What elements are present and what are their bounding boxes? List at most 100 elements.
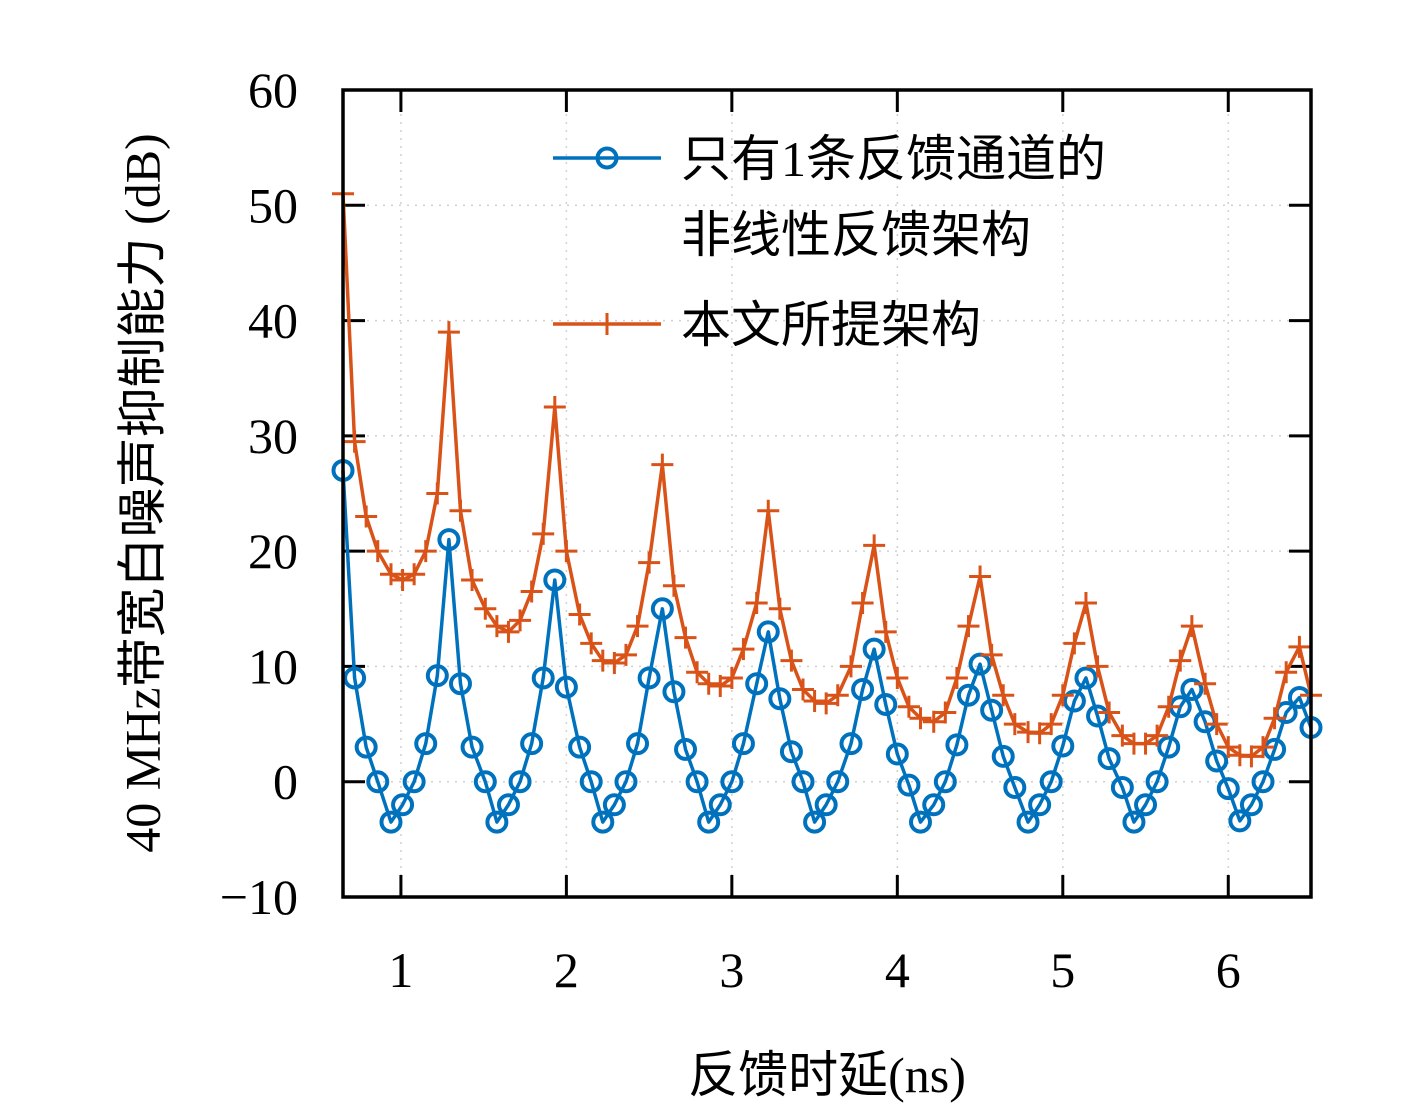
x-axis-label: 反馈时延(ns) bbox=[688, 1047, 966, 1103]
marker bbox=[1240, 745, 1263, 768]
marker bbox=[591, 810, 615, 834]
marker bbox=[614, 770, 638, 794]
legend-marker bbox=[595, 146, 619, 170]
marker bbox=[957, 615, 980, 638]
marker bbox=[579, 770, 603, 794]
marker bbox=[885, 742, 909, 766]
marker bbox=[343, 666, 367, 690]
marker bbox=[1288, 635, 1311, 658]
legend-item: 本文所提架构 bbox=[553, 297, 981, 353]
marker bbox=[968, 652, 992, 676]
marker bbox=[1228, 809, 1252, 833]
marker bbox=[626, 615, 649, 638]
marker bbox=[1287, 686, 1311, 710]
marker bbox=[792, 678, 815, 701]
marker bbox=[980, 643, 1003, 666]
marker bbox=[803, 810, 827, 834]
marker bbox=[839, 732, 863, 756]
marker bbox=[402, 770, 426, 794]
x-tick-label: 1 bbox=[388, 942, 413, 998]
marker bbox=[1003, 713, 1026, 736]
y-tick-label: 50 bbox=[248, 177, 298, 233]
marker bbox=[909, 707, 932, 730]
marker bbox=[934, 701, 957, 724]
x-tick-label: 6 bbox=[1216, 942, 1241, 998]
marker bbox=[969, 565, 992, 588]
marker bbox=[1111, 724, 1134, 747]
marker bbox=[697, 672, 720, 695]
marker bbox=[768, 687, 792, 711]
marker bbox=[851, 677, 875, 701]
marker bbox=[1146, 724, 1169, 747]
marker bbox=[543, 568, 567, 592]
marker bbox=[520, 732, 544, 756]
marker bbox=[933, 770, 957, 794]
marker bbox=[922, 710, 945, 733]
marker bbox=[1157, 695, 1180, 718]
marker bbox=[685, 770, 709, 794]
marker bbox=[908, 810, 932, 834]
marker bbox=[509, 609, 532, 632]
marker bbox=[1251, 770, 1275, 794]
marker bbox=[1263, 737, 1287, 761]
marker bbox=[1217, 736, 1240, 759]
marker bbox=[638, 551, 661, 574]
marker bbox=[426, 482, 449, 505]
marker bbox=[1252, 736, 1275, 759]
x-tick-label: 3 bbox=[719, 942, 744, 998]
marker bbox=[674, 737, 698, 761]
marker bbox=[343, 430, 366, 453]
marker bbox=[745, 592, 768, 615]
marker bbox=[851, 592, 874, 615]
marker bbox=[874, 620, 897, 643]
marker bbox=[874, 692, 898, 716]
marker bbox=[697, 810, 721, 834]
marker bbox=[779, 740, 803, 764]
y-axis-label: 40 MHz带宽白噪声抑制能力 (dB) bbox=[114, 133, 170, 852]
y-tick-label: −10 bbox=[220, 869, 298, 925]
marker bbox=[1051, 734, 1075, 758]
marker bbox=[650, 597, 674, 621]
marker bbox=[791, 770, 815, 794]
marker bbox=[1039, 770, 1063, 794]
marker bbox=[1216, 777, 1240, 801]
marker bbox=[1086, 704, 1110, 728]
marker bbox=[980, 698, 1004, 722]
marker bbox=[366, 540, 389, 563]
marker bbox=[379, 563, 402, 586]
marker bbox=[1180, 677, 1204, 701]
marker bbox=[720, 666, 743, 689]
marker bbox=[1016, 810, 1040, 834]
marker bbox=[1097, 747, 1121, 771]
marker bbox=[568, 603, 591, 626]
marker bbox=[1003, 775, 1027, 799]
marker bbox=[1110, 775, 1134, 799]
marker bbox=[1051, 684, 1074, 707]
marker bbox=[354, 735, 378, 759]
marker bbox=[614, 643, 637, 666]
marker bbox=[355, 505, 378, 528]
marker bbox=[626, 732, 650, 756]
marker bbox=[662, 574, 685, 597]
y-tick-label: 20 bbox=[248, 523, 298, 579]
marker bbox=[1134, 732, 1157, 755]
marker bbox=[520, 580, 543, 603]
marker bbox=[403, 563, 426, 586]
marker bbox=[637, 666, 661, 690]
marker bbox=[1122, 810, 1146, 834]
marker bbox=[414, 732, 438, 756]
y-tick-label: 40 bbox=[248, 293, 298, 349]
marker bbox=[886, 666, 909, 689]
marker bbox=[945, 733, 969, 757]
marker bbox=[897, 695, 920, 718]
marker bbox=[745, 672, 769, 696]
marker bbox=[897, 773, 921, 797]
marker bbox=[839, 655, 862, 678]
marker bbox=[1194, 672, 1217, 695]
marker bbox=[366, 770, 390, 794]
marker bbox=[768, 597, 791, 620]
legend-marker bbox=[596, 313, 618, 335]
marker bbox=[1239, 793, 1263, 817]
marker bbox=[756, 620, 780, 644]
marker bbox=[391, 568, 414, 591]
